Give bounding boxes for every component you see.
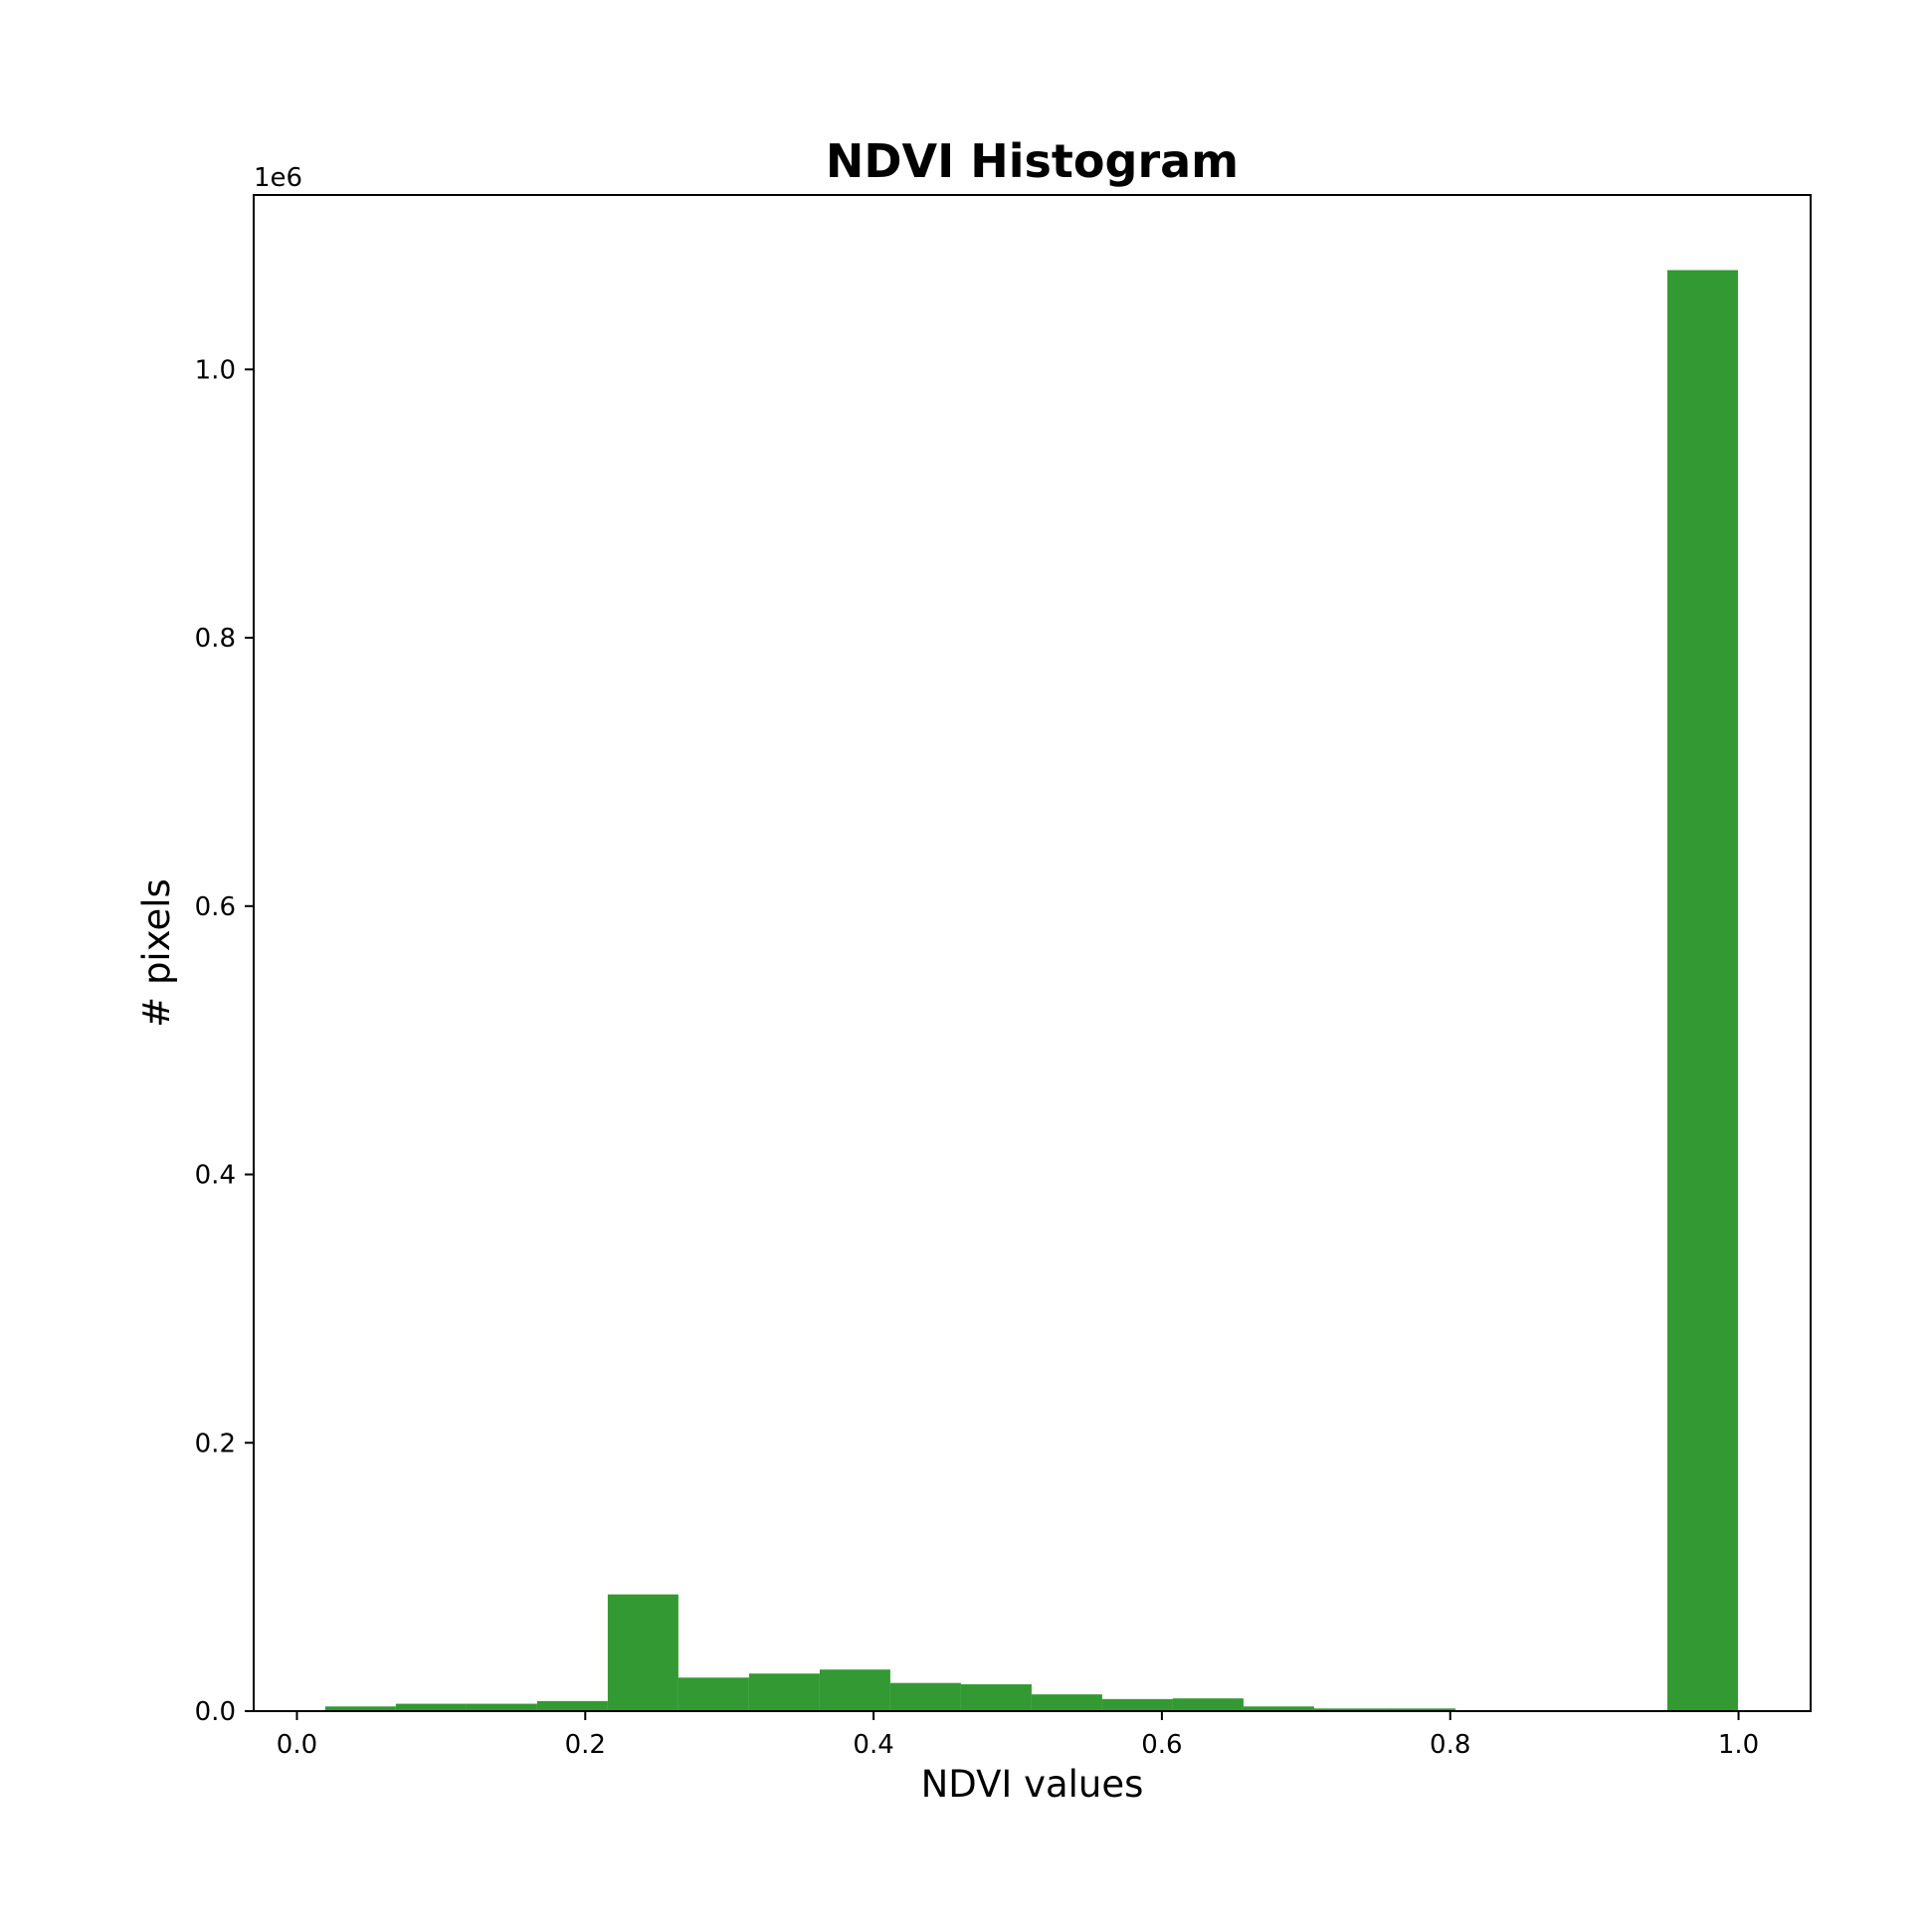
x-tick-label: 0.6 [1141,1730,1182,1760]
histogram-bar [1384,1708,1455,1711]
y-tick-label: 0.2 [195,1429,236,1458]
histogram-bar [607,1594,678,1711]
y-tick-label: 0.6 [195,892,236,922]
plot-frame [253,194,1812,1712]
histogram-bar [1313,1708,1385,1711]
histogram-bar [1101,1698,1173,1711]
histogram-bar [819,1669,890,1711]
x-tick-label: 0.4 [853,1730,893,1760]
histogram-bar [1243,1706,1314,1711]
x-tick-label: 0.0 [277,1730,317,1760]
histogram-bar [1172,1698,1244,1711]
histogram-bar [1666,270,1738,1712]
bars-group [324,270,1738,1712]
histogram-bar [466,1703,537,1711]
y-axis-ticks: 0.0 0.2 0.4 0.6 0.8 1.0 [195,355,254,1727]
histogram-bar [748,1673,820,1711]
histogram-bar [960,1684,1032,1711]
y-tick-label: 1.0 [195,355,236,385]
y-tick-label: 0.8 [195,624,236,654]
y-axis-label: # pixels [135,878,178,1028]
x-tick-label: 1.0 [1718,1730,1759,1760]
histogram-bar [395,1703,467,1711]
x-axis-label: NDVI values [921,1763,1144,1806]
x-axis-ticks: 0.0 0.2 0.4 0.6 0.8 1.0 [277,1711,1759,1760]
x-tick-label: 0.2 [565,1730,606,1760]
x-tick-label: 0.8 [1430,1730,1470,1760]
histogram-bar [677,1677,749,1711]
histogram-bar [324,1706,396,1711]
histogram-bar [536,1700,608,1711]
y-tick-label: 0.4 [195,1161,236,1191]
chart-title: NDVI Histogram [826,134,1239,188]
y-tick-label: 0.0 [195,1697,236,1727]
histogram-bar [1031,1694,1102,1711]
y-axis-multiplier: 1e6 [254,163,302,193]
histogram-bar [889,1682,961,1711]
